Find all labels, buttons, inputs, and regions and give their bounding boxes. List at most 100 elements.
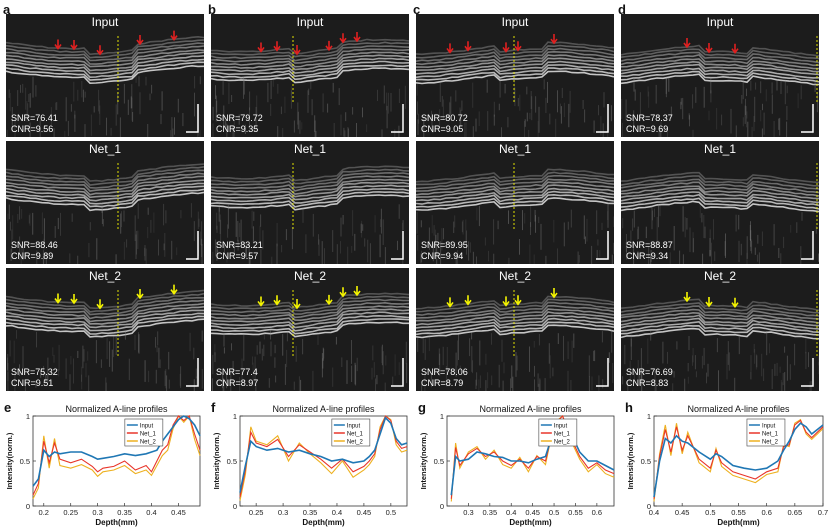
y-tick-label: 1	[26, 412, 30, 421]
speckle	[10, 340, 11, 356]
speckle	[538, 217, 539, 223]
speckle	[584, 110, 585, 123]
speckle	[150, 94, 151, 101]
speckle	[604, 92, 605, 107]
y-tick-label: 0.5	[641, 457, 651, 466]
speckle	[614, 217, 615, 228]
speckle	[571, 210, 572, 228]
cnr-label: CNR=9.56	[11, 124, 53, 134]
speckle	[372, 368, 373, 380]
speckle	[178, 99, 179, 113]
speckle	[528, 130, 529, 137]
speckle	[124, 84, 125, 104]
speckle	[112, 350, 113, 372]
oct-title: Net_2	[416, 269, 614, 283]
y-tick-label: 1	[233, 412, 237, 421]
speckle	[695, 87, 696, 103]
speckle	[239, 223, 240, 237]
speckle	[172, 129, 173, 138]
speckle	[464, 123, 465, 138]
speckle	[374, 362, 375, 377]
speckle	[598, 375, 599, 391]
speckle	[224, 347, 225, 353]
speckle	[36, 332, 37, 348]
speckle	[755, 248, 756, 255]
speckle	[21, 209, 22, 219]
speckle	[324, 248, 325, 264]
speckle	[7, 130, 8, 137]
speckle	[760, 81, 761, 93]
speckle	[19, 206, 20, 220]
speckle	[224, 333, 225, 346]
legend-label: Input	[347, 424, 361, 430]
speckle	[106, 118, 107, 136]
speckle	[760, 110, 761, 121]
speckle	[763, 369, 764, 382]
speckle	[54, 128, 55, 137]
speckle	[479, 341, 480, 366]
speckle	[701, 213, 702, 222]
speckle	[466, 122, 467, 137]
speckle	[702, 254, 703, 264]
speckle	[215, 352, 216, 362]
oct-image-a-net2: Net_2 SNR=75.32 CNR=9.51	[6, 268, 204, 391]
speckle	[377, 90, 378, 101]
speckle	[77, 256, 78, 264]
speckle	[470, 242, 471, 252]
speckle	[294, 121, 295, 133]
speckle	[469, 338, 470, 356]
speckle	[479, 206, 480, 226]
speckle	[327, 104, 328, 113]
speckle	[611, 330, 612, 353]
speckle	[383, 351, 384, 374]
speckle	[503, 381, 504, 391]
speckle	[174, 117, 175, 134]
x-tick-label: 0.6	[592, 508, 602, 517]
speckle	[570, 380, 571, 391]
x-axis-label: Depth(mm)	[302, 518, 345, 527]
speckle	[736, 215, 737, 232]
speckle	[103, 219, 104, 226]
speckle	[160, 359, 161, 368]
x-tick-label: 0.3	[92, 508, 102, 517]
speckle	[695, 355, 696, 369]
speckle	[658, 204, 659, 227]
speckle	[370, 243, 371, 264]
speckle	[798, 93, 799, 108]
speckle	[58, 218, 59, 229]
speckle	[531, 96, 532, 120]
speckle	[190, 333, 191, 351]
speckle	[120, 117, 121, 137]
speckle	[510, 378, 511, 391]
speckle	[534, 366, 535, 377]
speckle	[476, 257, 477, 265]
speckle	[294, 382, 295, 390]
speckle	[652, 211, 653, 221]
speckle	[417, 338, 418, 352]
cnr-label: CNR=9.51	[11, 378, 53, 388]
speckle	[351, 366, 352, 382]
speckle	[299, 120, 300, 133]
speckle	[357, 358, 358, 371]
speckle	[703, 215, 704, 238]
speckle	[491, 376, 492, 386]
cnr-label: CNR=9.94	[421, 251, 463, 261]
speckle	[564, 223, 565, 247]
speckle	[710, 250, 711, 256]
speckle	[757, 235, 758, 244]
speckle	[315, 121, 316, 138]
speckle	[493, 254, 494, 264]
speckle	[33, 77, 34, 98]
speckle	[562, 88, 563, 98]
speckle	[241, 220, 242, 242]
speckle	[786, 106, 787, 120]
speckle	[10, 222, 11, 231]
y-axis-label: Intensity(norm.)	[212, 432, 221, 489]
speckle	[535, 215, 536, 233]
speckle	[710, 90, 711, 102]
speckle	[818, 254, 819, 262]
snr-label: SNR=89.95	[421, 240, 468, 250]
legend-label: Input	[140, 424, 154, 430]
speckle	[751, 355, 752, 371]
